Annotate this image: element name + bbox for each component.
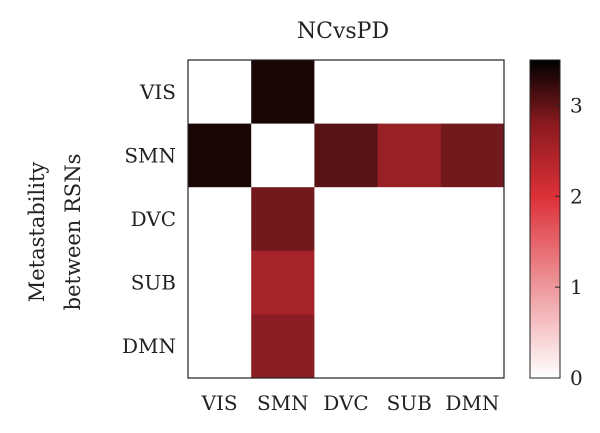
- heatmap-cell-dvc-dvc: [314, 187, 379, 252]
- heatmap-cell-dmn-sub: [377, 314, 442, 379]
- heatmap-cell-smn-dvc: [314, 123, 379, 188]
- colorbar-tick-label-2: 2: [570, 184, 583, 208]
- heatmap-cell-sub-dmn: [440, 250, 505, 315]
- heatmap-cell-smn-sub: [377, 123, 442, 188]
- heatmap-cell-sub-vis: [188, 250, 252, 315]
- y-axis-label-line-2: between RSNs: [61, 154, 85, 311]
- row-label-sub: SUB: [131, 271, 176, 295]
- heatmap-cell-dvc-dmn: [440, 187, 505, 252]
- heatmap-cell-vis-dmn: [440, 60, 505, 125]
- heatmap-cell-vis-vis: [188, 60, 252, 125]
- heatmap-cells: [188, 60, 505, 379]
- heatmap-cell-smn-dmn: [440, 123, 505, 188]
- col-label-dmn: DMN: [445, 391, 499, 415]
- col-labels: VIS SMN DVC SUB DMN: [201, 391, 500, 415]
- row-label-dvc: DVC: [131, 207, 176, 231]
- chart-title: NCvsPD: [297, 19, 389, 44]
- row-labels: VIS SMN DVC SUB DMN: [122, 80, 176, 358]
- heatmap-cell-dvc-vis: [188, 187, 252, 252]
- colorbar-ticks: 0 1 2 3: [555, 93, 583, 390]
- heatmap-cell-sub-smn: [251, 250, 315, 315]
- row-label-dmn: DMN: [122, 334, 176, 358]
- plot-frame: [187, 59, 505, 379]
- heatmap-cell-dmn-vis: [188, 314, 252, 379]
- col-label-vis: VIS: [201, 391, 238, 415]
- colorbar-tick-label-3: 3: [570, 93, 583, 117]
- heatmap-cell-smn-vis: [188, 123, 252, 188]
- heatmap-cell-dvc-sub: [377, 187, 442, 252]
- heatmap-cell-vis-smn: [251, 60, 315, 125]
- heatmap-cell-dmn-smn: [251, 314, 315, 379]
- y-axis-label-line-1: Metastability: [25, 162, 49, 303]
- col-label-dvc: DVC: [323, 391, 368, 415]
- heatmap-cell-dmn-dvc: [314, 314, 379, 379]
- col-label-sub: SUB: [387, 391, 432, 415]
- heatmap-cell-dmn-dmn: [440, 314, 505, 379]
- heatmap-cell-dvc-smn: [251, 187, 315, 252]
- heatmap-cell-vis-dvc: [314, 60, 379, 125]
- heatmap-cell-vis-sub: [377, 60, 442, 125]
- colorbar-tick-label-1: 1: [570, 275, 583, 299]
- row-label-smn: SMN: [124, 143, 176, 167]
- heatmap-cell-smn-smn: [251, 123, 315, 188]
- heatmap-cell-sub-dvc: [314, 250, 379, 315]
- row-label-vis: VIS: [139, 80, 176, 104]
- col-label-smn: SMN: [257, 391, 309, 415]
- heatmap-cell-sub-sub: [377, 250, 442, 315]
- colorbar-tick-label-0: 0: [570, 366, 583, 390]
- colorbar: [529, 59, 561, 379]
